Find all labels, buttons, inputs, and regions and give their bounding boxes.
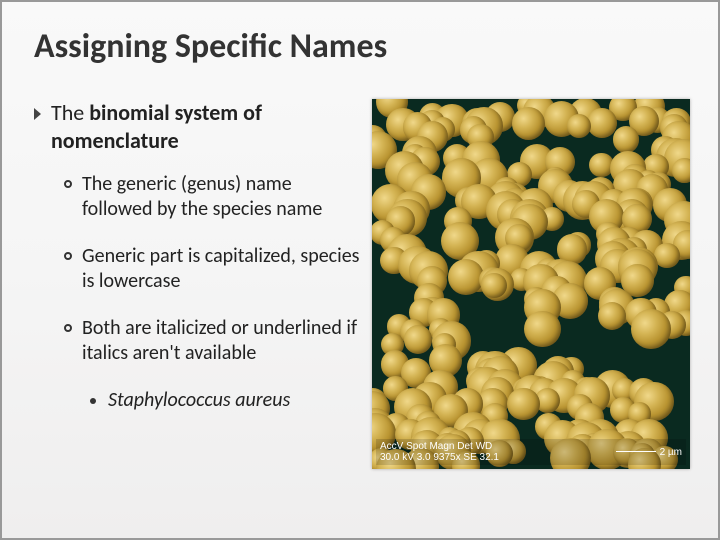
image-scalebar: AccV Spot Magn Det WD 30.0 kV 3.0 9375x …	[376, 439, 686, 465]
sub-bullet: The generic (genus) name followed by the…	[64, 172, 364, 222]
scale-right-label: 2 µm	[660, 447, 682, 458]
example-bullet: Staphylococcus aureus	[90, 388, 364, 412]
sub-bullet: Both are italicized or underlined if ita…	[64, 316, 364, 366]
ring-bullet-icon	[64, 252, 72, 260]
coccus-icon	[507, 388, 540, 421]
text-column: The binomial system of nomenclature The …	[34, 99, 364, 469]
micrograph-image: AccV Spot Magn Det WD 30.0 kV 3.0 9375x …	[372, 99, 690, 469]
coccus-icon	[598, 302, 626, 330]
main-prefix: The	[51, 99, 89, 126]
scale-meta-2: 30.0 kV 3.0 9375x SE 32.1	[380, 452, 499, 463]
coccus-icon	[481, 273, 506, 298]
coccus-icon	[567, 114, 591, 138]
scale-meta-1: AccV Spot Magn Det WD	[380, 441, 499, 452]
coccus-icon	[512, 107, 545, 140]
sub-text-0: The generic (genus) name followed by the…	[82, 172, 364, 222]
ring-bullet-icon	[64, 324, 72, 332]
coccus-icon	[524, 311, 560, 347]
scale-length: 2 µm	[612, 447, 682, 458]
sub-text-1: Generic part is capitalized, species is …	[82, 244, 364, 294]
dot-bullet-icon	[90, 398, 96, 404]
ring-bullet-icon	[64, 180, 72, 188]
sub-text-2: Both are italicized or underlined if ita…	[82, 316, 364, 366]
triangle-bullet-icon	[34, 108, 41, 120]
coccus-icon	[587, 108, 617, 138]
main-bullet: The binomial system of nomenclature	[34, 99, 364, 154]
coccus-icon	[654, 243, 680, 269]
sub-bullet: Generic part is capitalized, species is …	[64, 244, 364, 294]
example-text: Staphylococcus aureus	[108, 388, 290, 412]
coccus-icon	[672, 158, 690, 183]
main-bullet-text: The binomial system of nomenclature	[51, 99, 364, 154]
coccus-icon	[404, 325, 432, 353]
coccus-icon	[613, 126, 639, 152]
coccus-icon	[631, 309, 671, 349]
sub-bullet-list: The generic (genus) name followed by the…	[64, 172, 364, 366]
slide-title: Assigning Specific Names	[34, 26, 690, 67]
